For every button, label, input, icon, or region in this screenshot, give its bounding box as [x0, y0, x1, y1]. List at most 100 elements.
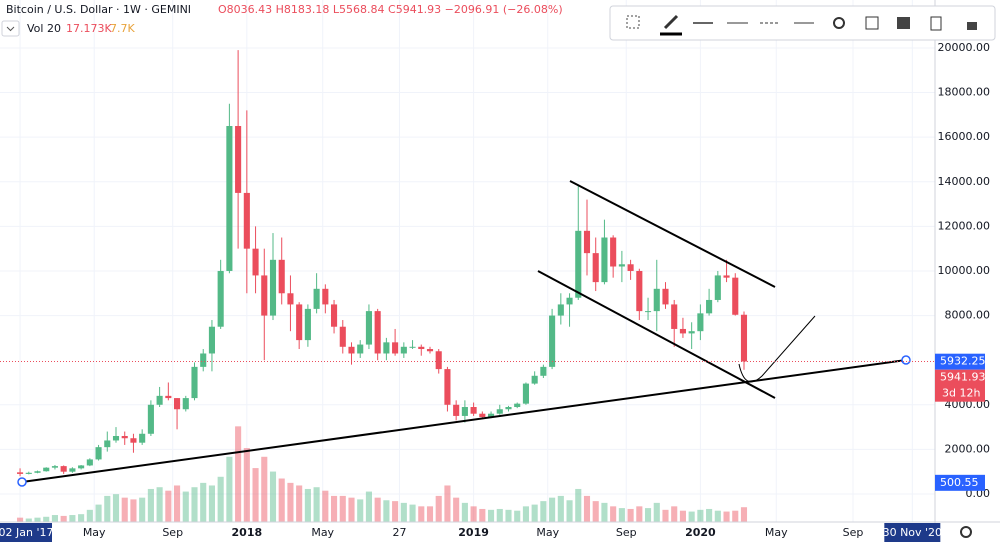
volume-bar: [51, 515, 59, 522]
volume-bar: [34, 517, 41, 522]
candle-body: [549, 315, 556, 367]
tool-icon[interactable]: [663, 14, 679, 30]
x-tick-label: 2018: [232, 526, 263, 539]
volume-bar: [566, 500, 573, 522]
volume-bar: [435, 495, 442, 522]
candle-body: [34, 471, 41, 473]
candle-body: [426, 349, 434, 352]
candle-body: [78, 465, 85, 469]
volume-bar: [304, 488, 311, 522]
candle-body: [505, 407, 512, 410]
collapse-button[interactable]: [1, 20, 20, 37]
volume-bar: [383, 500, 390, 522]
volume-bar: [392, 501, 399, 522]
candle-body: [95, 447, 102, 460]
volume-bar: [165, 490, 172, 522]
volume-bar: [182, 491, 189, 522]
candle-body: [182, 398, 189, 410]
candle-body: [51, 466, 59, 468]
volume-bar: [331, 495, 338, 522]
candle-body: [409, 346, 416, 348]
volume-bar: [627, 508, 634, 522]
candle-body: [287, 293, 294, 305]
volume-bar: [426, 506, 434, 522]
ohlc-values: O8036.43 H8183.18 L5568.84 C5941.93 −209…: [218, 3, 563, 16]
volume-bar: [732, 510, 739, 522]
volume-bar: [296, 485, 303, 522]
volume-bar: [636, 506, 643, 522]
lock-icon[interactable]: [967, 22, 977, 30]
candle-body: [25, 472, 32, 474]
volume-bar: [156, 487, 163, 522]
candle-body: [374, 311, 381, 354]
tool-icon[interactable]: [930, 16, 942, 31]
last-price-label: 5941.93: [940, 371, 986, 384]
volume-bar: [60, 515, 67, 522]
candle-body: [444, 369, 451, 405]
volume-bar: [287, 482, 294, 522]
volume-bar: [130, 499, 137, 522]
y-tick-label: 16000.00: [938, 130, 991, 143]
volume-bar: [174, 485, 181, 522]
y-tick-label: 10000.00: [938, 264, 991, 277]
candle-body: [156, 395, 163, 405]
volume-bar: [147, 488, 154, 522]
y-tick-label: 14000.00: [938, 175, 991, 188]
volume-bar: [592, 501, 599, 522]
candle-body: [714, 275, 721, 300]
candle-body: [479, 413, 486, 418]
volume-bar: [697, 509, 704, 522]
volume-bar: [278, 478, 285, 522]
candle-body: [610, 237, 617, 267]
volume-title: Vol 20: [27, 22, 61, 35]
candle-body: [139, 433, 146, 443]
volume-bar: [688, 511, 695, 522]
volume-bar: [226, 456, 233, 522]
candle-body: [575, 230, 582, 298]
x-tick-label: May: [765, 526, 788, 539]
volume-bar: [112, 494, 120, 522]
x-tick-highlight: [884, 523, 941, 542]
candle-layer: [17, 50, 748, 477]
candle-body: [17, 472, 24, 474]
volume-bar: [78, 514, 85, 522]
projection-curve: [738, 315, 816, 383]
volume-bar: [365, 491, 372, 522]
x-tick-label: 27: [392, 526, 406, 539]
tool-icon[interactable]: [865, 16, 879, 30]
anchor: [17, 477, 27, 487]
volume-bar: [479, 508, 486, 522]
candle-body: [69, 468, 76, 472]
volume-bar: [252, 468, 259, 522]
candle-body: [357, 344, 364, 354]
tool-icon[interactable]: [626, 15, 640, 29]
candle-body: [252, 248, 259, 276]
candle-body: [200, 353, 207, 367]
x-tick-highlight: [0, 523, 52, 542]
candle-body: [540, 366, 547, 376]
volume-bar: [409, 504, 416, 522]
volume-bar: [95, 504, 102, 522]
candle-body: [461, 407, 468, 416]
volume-bar: [714, 510, 721, 522]
candle-body: [706, 299, 713, 314]
drawings: [17, 180, 911, 487]
volume-bar: [191, 487, 198, 522]
volume-layer: [17, 426, 748, 522]
countdown-label: 3d 12h: [942, 387, 980, 400]
volume-ma: 7.7K: [110, 22, 135, 35]
volume-bar: [261, 456, 268, 522]
tool-icon[interactable]: [897, 17, 910, 29]
volume-bar: [322, 490, 329, 522]
volume-bar: [514, 510, 521, 522]
candle-body: [60, 466, 67, 472]
volume-bar: [139, 497, 146, 522]
volume-bar: [461, 502, 468, 522]
candle-body: [104, 440, 111, 448]
settings-icon[interactable]: [833, 17, 845, 29]
volume-bar: [557, 495, 564, 522]
settings-icon[interactable]: [960, 526, 972, 538]
x-tick-label: Sep: [616, 526, 637, 539]
candle-body: [627, 264, 634, 271]
